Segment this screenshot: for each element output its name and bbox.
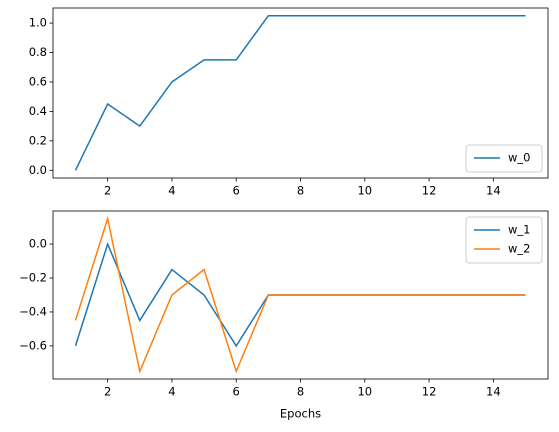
x-tick-label: 4: [168, 184, 175, 198]
x-tick-label: 10: [357, 385, 372, 399]
x-tick-label: 12: [422, 184, 437, 198]
x-tick-label: 2: [104, 385, 111, 399]
x-axis-label: Epochs: [280, 407, 321, 421]
y-tick-label: −0.4: [19, 304, 47, 318]
y-tick-label: 0.6: [29, 74, 47, 88]
x-tick-label: 8: [297, 184, 304, 198]
y-tick-label: 0.0: [29, 163, 47, 177]
y-tick-label: −0.2: [19, 271, 47, 285]
x-tick-label: 6: [233, 184, 240, 198]
legend-box: [465, 144, 543, 173]
legend-label: w_2: [508, 242, 530, 256]
x-tick-label: 12: [422, 385, 437, 399]
x-tick-label: 14: [486, 385, 501, 399]
y-tick-label: 1.0: [29, 16, 47, 30]
x-tick-label: 2: [104, 184, 111, 198]
legend-label: w_0: [508, 151, 530, 165]
x-tick-label: 10: [357, 184, 372, 198]
legend-label: w_1: [508, 223, 530, 237]
y-tick-label: 0.0: [29, 237, 47, 251]
x-tick-label: 6: [233, 385, 240, 399]
x-tick-label: 8: [297, 385, 304, 399]
series-line: [74, 215, 526, 374]
y-tick-label: 0.8: [29, 45, 47, 59]
y-tick-label: 0.4: [29, 104, 47, 118]
x-tick-label: 4: [168, 385, 175, 399]
y-tick-label: 0.2: [29, 133, 47, 147]
x-tick-label: 14: [486, 184, 501, 198]
series-line: [74, 14, 526, 171]
legend-box: [465, 216, 543, 264]
y-tick-label: −0.6: [19, 338, 47, 352]
